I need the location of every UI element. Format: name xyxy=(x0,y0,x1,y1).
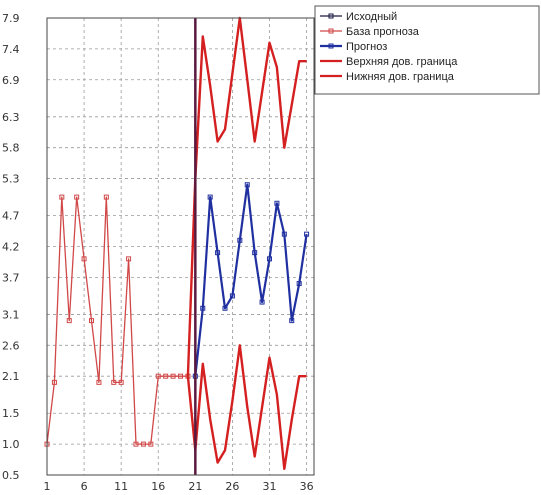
series-point xyxy=(148,441,154,447)
series-point xyxy=(66,318,72,324)
series-point xyxy=(103,194,109,200)
series-point xyxy=(207,194,213,200)
y-tick-label: 6.9 xyxy=(2,74,20,87)
series-point xyxy=(140,441,146,447)
x-tick-label: 6 xyxy=(81,480,88,493)
series-point xyxy=(74,194,80,200)
y-tick-label: 7.9 xyxy=(2,12,20,25)
y-tick-label: 1.5 xyxy=(2,407,20,420)
series-point xyxy=(118,379,124,385)
series-point xyxy=(237,237,243,243)
series-point xyxy=(200,305,206,311)
series-point xyxy=(289,318,295,324)
series-point xyxy=(281,231,287,237)
series-point xyxy=(155,373,161,379)
series-point xyxy=(304,231,310,237)
y-axis: 0.5 1.0 1.5 2.1 2.6 3.1 3.7 4.2 4.7 5.3 5.8 6.3 6.9 7… xyxy=(2,12,20,482)
series-point xyxy=(222,305,228,311)
legend: Исходный База прогноза Прогноз Верхняя дов.… xyxy=(314,5,540,95)
series-point xyxy=(252,250,258,256)
y-tick-label: 0.5 xyxy=(2,469,20,482)
legend-label: Исходный xyxy=(346,11,397,23)
x-axis: 1 6 11 16 21 26 31 36 xyxy=(44,480,314,493)
series-layer xyxy=(44,16,310,470)
series-point xyxy=(259,299,265,305)
legend-label: Прогноз xyxy=(346,41,387,53)
x-tick-label: 36 xyxy=(300,480,314,493)
series-line-2 xyxy=(194,183,308,377)
series-point xyxy=(296,281,302,287)
plot-frame xyxy=(46,17,315,476)
series-point xyxy=(244,182,250,188)
x-tick-label: 11 xyxy=(114,480,128,493)
series-point xyxy=(170,373,176,379)
y-tick-label: 5.8 xyxy=(2,142,20,155)
legend-marker xyxy=(328,13,334,19)
series-point xyxy=(89,318,94,324)
series-line-3 xyxy=(186,16,307,377)
legend-label: Нижняя дов. граница xyxy=(346,71,455,83)
x-tick-label: 26 xyxy=(225,480,239,493)
series-point xyxy=(133,441,139,447)
x-tick-label: 31 xyxy=(263,480,277,493)
series-point xyxy=(51,379,57,385)
legend-marker xyxy=(328,43,334,49)
y-tick-label: 2.6 xyxy=(2,339,20,352)
y-tick-label: 1.0 xyxy=(2,438,20,451)
series-point xyxy=(178,373,183,379)
series-point xyxy=(163,373,169,379)
y-tick-label: 4.2 xyxy=(2,241,20,254)
y-tick-label: 6.3 xyxy=(2,111,20,124)
x-tick-label: 16 xyxy=(151,480,165,493)
series-point xyxy=(96,379,102,385)
legend-box xyxy=(314,5,540,95)
y-tick-label: 4.7 xyxy=(2,210,20,223)
legend-label: Верхняя дов. граница xyxy=(346,56,458,68)
series-line-4 xyxy=(186,344,307,470)
legend-label: База прогноза xyxy=(346,26,420,38)
series-line-1 xyxy=(46,196,188,445)
legend-marker xyxy=(328,28,334,34)
series-point xyxy=(215,250,221,256)
x-tick-label: 21 xyxy=(188,480,202,493)
series-point xyxy=(126,256,132,262)
y-tick-label: 3.1 xyxy=(2,308,20,321)
series-point xyxy=(59,194,65,200)
series-point xyxy=(81,256,87,262)
series-point xyxy=(111,379,117,385)
x-tick-label: 1 xyxy=(44,480,51,493)
y-tick-label: 7.4 xyxy=(2,43,20,56)
y-tick-label: 2.1 xyxy=(2,370,20,383)
series-point xyxy=(267,256,272,262)
series-point xyxy=(274,200,280,206)
y-tick-label: 5.3 xyxy=(2,173,20,186)
y-tick-label: 3.7 xyxy=(2,271,20,284)
series-point xyxy=(229,293,235,299)
